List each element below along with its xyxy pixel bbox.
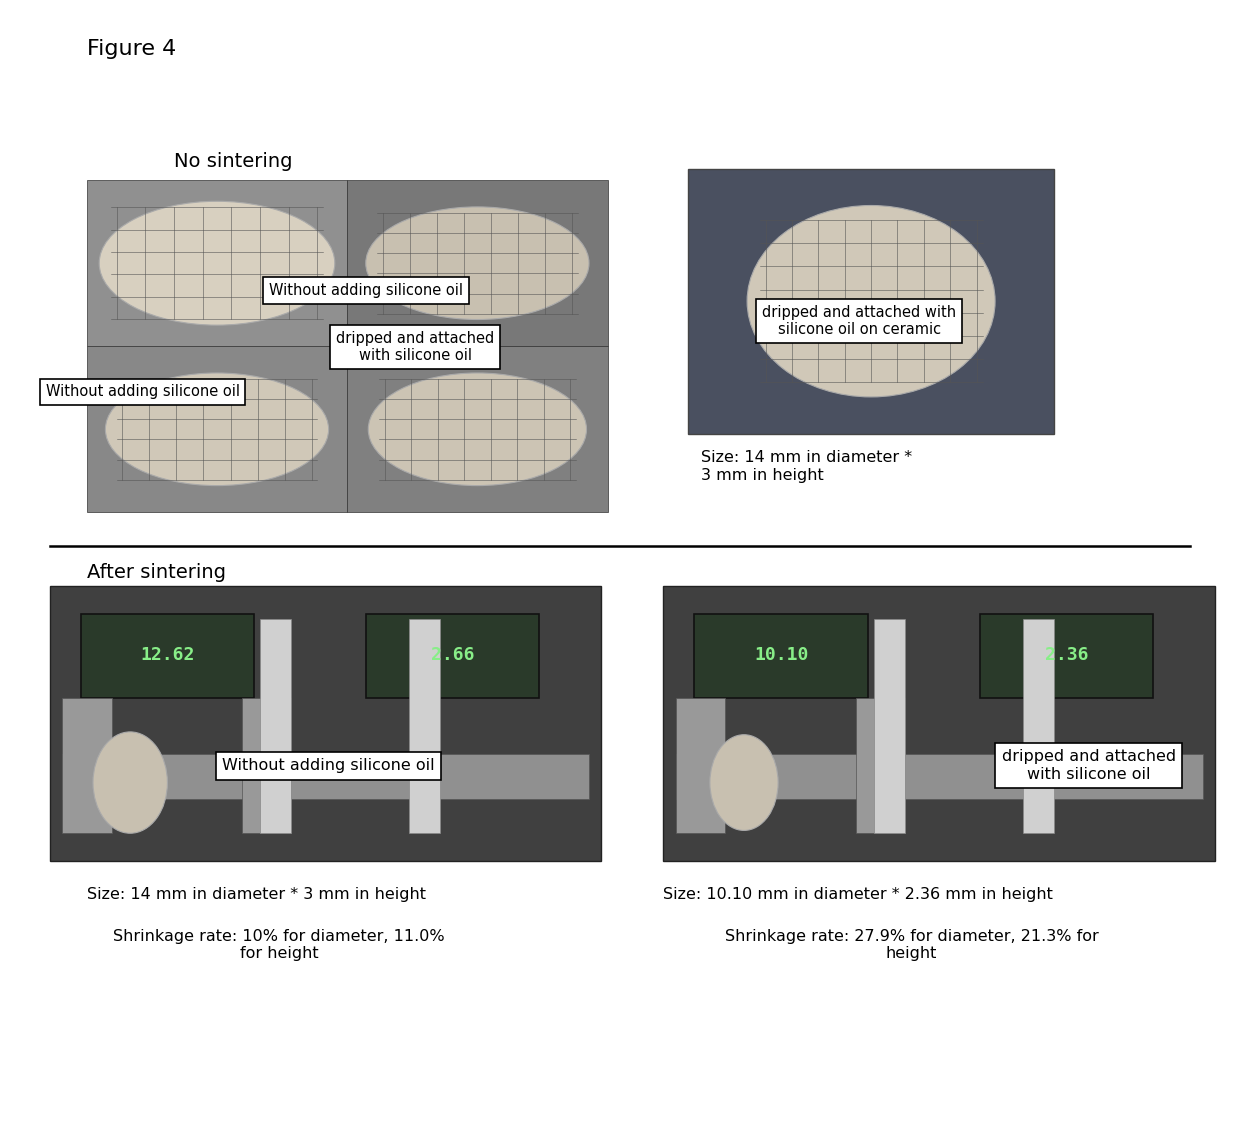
Bar: [409, 619, 440, 833]
Bar: [366, 614, 539, 698]
Bar: [62, 698, 112, 833]
Text: Shrinkage rate: 27.9% for diameter, 21.3% for
height: Shrinkage rate: 27.9% for diameter, 21.3…: [724, 929, 1099, 962]
Ellipse shape: [99, 202, 335, 325]
Text: No sintering: No sintering: [174, 152, 293, 171]
Bar: [980, 614, 1153, 698]
Text: 12.62: 12.62: [140, 646, 195, 664]
Text: Size: 14 mm in diameter *
3 mm in height: Size: 14 mm in diameter * 3 mm in height: [701, 450, 911, 483]
Ellipse shape: [368, 373, 587, 485]
Bar: [87, 347, 347, 512]
Ellipse shape: [93, 732, 167, 833]
Text: dripped and attached with
silicone oil on ceramic: dripped and attached with silicone oil o…: [763, 305, 956, 337]
Text: 2.36: 2.36: [1044, 646, 1089, 664]
Bar: [347, 180, 608, 347]
Bar: [688, 169, 1054, 434]
Text: Size: 10.10 mm in diameter * 2.36 mm in height: Size: 10.10 mm in diameter * 2.36 mm in …: [663, 887, 1053, 902]
Bar: [242, 698, 291, 833]
Ellipse shape: [105, 373, 329, 485]
Text: Without adding silicone oil: Without adding silicone oil: [222, 758, 435, 774]
Bar: [663, 586, 1215, 861]
Bar: [62, 754, 589, 799]
Text: 2.66: 2.66: [430, 646, 475, 664]
Bar: [874, 619, 905, 833]
Bar: [856, 698, 905, 833]
Bar: [260, 619, 291, 833]
Ellipse shape: [366, 207, 589, 320]
Bar: [87, 180, 347, 347]
Text: Shrinkage rate: 10% for diameter, 11.0%
for height: Shrinkage rate: 10% for diameter, 11.0% …: [113, 929, 445, 962]
Ellipse shape: [711, 734, 779, 831]
Bar: [81, 614, 254, 698]
Text: After sintering: After sintering: [87, 563, 226, 582]
Text: dripped and attached
with silicone oil: dripped and attached with silicone oil: [336, 331, 495, 363]
Bar: [347, 347, 608, 512]
Text: Without adding silicone oil: Without adding silicone oil: [269, 283, 463, 298]
Text: dripped and attached
with silicone oil: dripped and attached with silicone oil: [1002, 750, 1176, 781]
Bar: [676, 754, 1203, 799]
Text: Size: 14 mm in diameter * 3 mm in height: Size: 14 mm in diameter * 3 mm in height: [87, 887, 425, 902]
Text: 10.10: 10.10: [754, 646, 808, 664]
Bar: [1023, 619, 1054, 833]
Text: Without adding silicone oil: Without adding silicone oil: [46, 384, 239, 400]
Bar: [676, 698, 725, 833]
Ellipse shape: [746, 205, 994, 397]
Text: Figure 4: Figure 4: [87, 39, 176, 60]
Bar: [694, 614, 868, 698]
Bar: [50, 586, 601, 861]
